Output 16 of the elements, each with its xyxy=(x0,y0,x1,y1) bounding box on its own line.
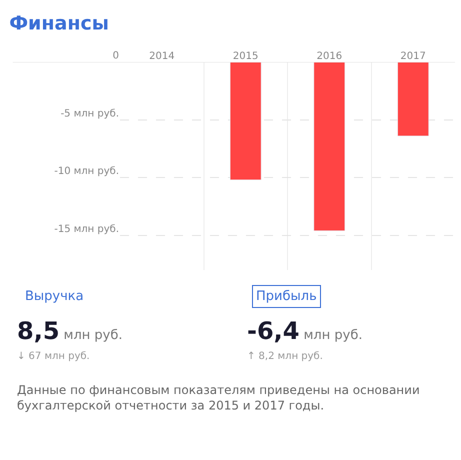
chart-title: Финансы xyxy=(9,12,109,34)
y-tick-label: -10 млн руб. xyxy=(54,166,119,178)
x-tick-label: 2015 xyxy=(232,51,258,62)
y-tick-label: 0 xyxy=(112,50,119,62)
text: Прибыль xyxy=(256,289,317,304)
text: -6,4 млн руб. xyxy=(247,317,362,345)
y-tick-label: -5 млн руб. xyxy=(60,108,119,120)
text: ↑ 8,2 млн руб. xyxy=(247,351,323,362)
x-tick-label: 2016 xyxy=(316,51,342,62)
x-tick-label: 2014 xyxy=(149,51,175,62)
text: Данные по финансовым показателям приведены на основании бухгалтерской отчетности за 2015 и 2017 годы. xyxy=(17,383,420,413)
text: ↓ 67 млн руб. xyxy=(17,351,90,362)
y-tick-label: -15 млн руб. xyxy=(54,224,119,235)
text: Выручка xyxy=(25,289,84,304)
text: 8,5 млн руб. xyxy=(17,317,122,345)
x-tick-label: 2017 xyxy=(400,51,426,62)
